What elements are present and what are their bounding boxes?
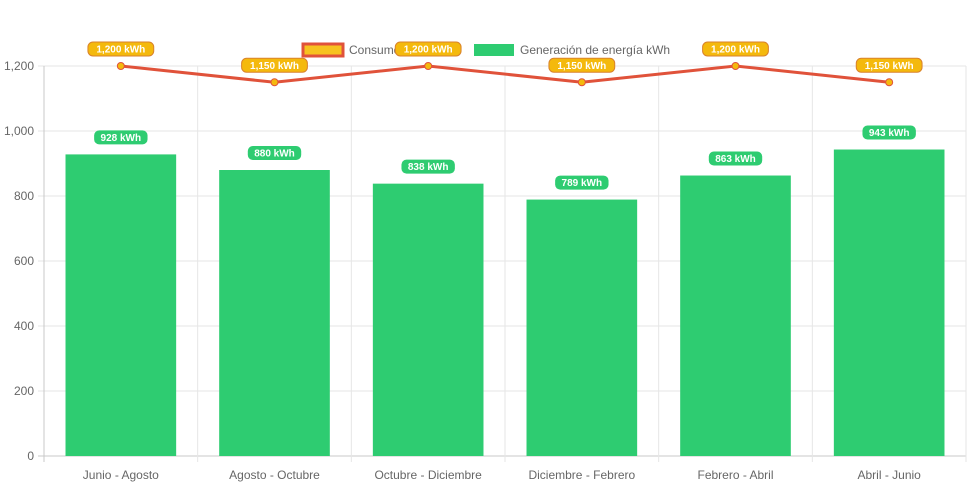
y-tick-label: 800 bbox=[14, 189, 34, 203]
line-series bbox=[116, 62, 894, 87]
x-tick-label: Agosto - Octubre bbox=[229, 468, 320, 482]
legend-item-generacion[interactable]: Generación de energía kWh bbox=[474, 43, 670, 57]
bar-data-label-bg bbox=[247, 146, 302, 160]
y-tick-label: 1,000 bbox=[4, 124, 34, 138]
bar[interactable] bbox=[833, 149, 945, 456]
bar-data-label: 943 kWh bbox=[869, 128, 910, 139]
line-data-label: 1,200 kWh bbox=[404, 45, 453, 56]
bar-data-label: 928 kWh bbox=[101, 133, 142, 144]
x-tick-label: Octubre - Diciembre bbox=[374, 468, 482, 482]
bar[interactable] bbox=[65, 154, 177, 456]
y-tick-label: 0 bbox=[27, 449, 34, 463]
line-data-label-bg bbox=[855, 57, 923, 73]
legend-swatch-consumo bbox=[301, 42, 345, 58]
bar-data-label-bg bbox=[555, 175, 609, 190]
bar-data-label-bg bbox=[94, 130, 148, 145]
line-point[interactable] bbox=[270, 78, 279, 87]
bar[interactable] bbox=[372, 183, 484, 456]
line-data-label-bg bbox=[702, 41, 769, 57]
bar[interactable] bbox=[680, 175, 791, 456]
y-tick-label: 400 bbox=[14, 319, 34, 333]
line-data-label: 1,150 kWh bbox=[250, 61, 299, 72]
bar-data-label: 789 kWh bbox=[562, 178, 603, 189]
series-line-consumo bbox=[120, 64, 890, 84]
line-point[interactable] bbox=[577, 78, 586, 87]
line-data-label-bg bbox=[394, 41, 462, 57]
legend: Consumo kWh Generación de energía kWh bbox=[301, 42, 670, 58]
line-data-label: 1,200 kWh bbox=[711, 45, 760, 56]
line-data-label: 1,200 kWh bbox=[96, 45, 145, 56]
bar-data-label-bg bbox=[401, 159, 455, 174]
line-point[interactable] bbox=[116, 62, 125, 70]
bar-series bbox=[65, 149, 945, 456]
line-point[interactable] bbox=[885, 78, 894, 87]
y-tick-label: 200 bbox=[14, 384, 34, 398]
y-tick-label: 600 bbox=[14, 254, 34, 268]
x-tick-label: Junio - Agosto bbox=[83, 468, 159, 482]
line-data-label: 1,150 kWh bbox=[557, 61, 606, 72]
x-tick-label: Diciembre - Febrero bbox=[528, 468, 635, 482]
x-tick-label: Abril - Junio bbox=[857, 468, 921, 482]
axes: 0 200 400 600 800 1,000 1,200 Junio - Agosto Ago… bbox=[4, 59, 921, 482]
grid bbox=[38, 65, 967, 462]
line-data-label: 1,150 kWh bbox=[865, 61, 914, 72]
legend-label-generacion: Generación de energía kWh bbox=[520, 43, 670, 57]
line-data-label-bg bbox=[241, 57, 308, 73]
bar[interactable] bbox=[526, 199, 638, 456]
x-tick-label: Febrero - Abril bbox=[697, 468, 773, 482]
data-labels: 928 kWh 880 kWh 838 kWh 789 kWh 863 kWh 943 k… bbox=[87, 41, 923, 190]
line-point[interactable] bbox=[424, 62, 433, 70]
line-data-label-bg bbox=[548, 57, 616, 73]
bar-data-label: 838 kWh bbox=[408, 162, 449, 173]
bar-data-label-bg bbox=[708, 151, 763, 166]
line-point[interactable] bbox=[731, 62, 740, 70]
bar-data-label: 863 kWh bbox=[715, 154, 756, 165]
line-data-label-bg bbox=[87, 41, 155, 57]
y-tick-label: 1,200 bbox=[4, 59, 34, 73]
bar-data-label-bg bbox=[862, 125, 916, 140]
bar-data-label: 880 kWh bbox=[254, 149, 295, 160]
bar[interactable] bbox=[219, 170, 330, 456]
legend-swatch-generacion bbox=[474, 44, 514, 56]
